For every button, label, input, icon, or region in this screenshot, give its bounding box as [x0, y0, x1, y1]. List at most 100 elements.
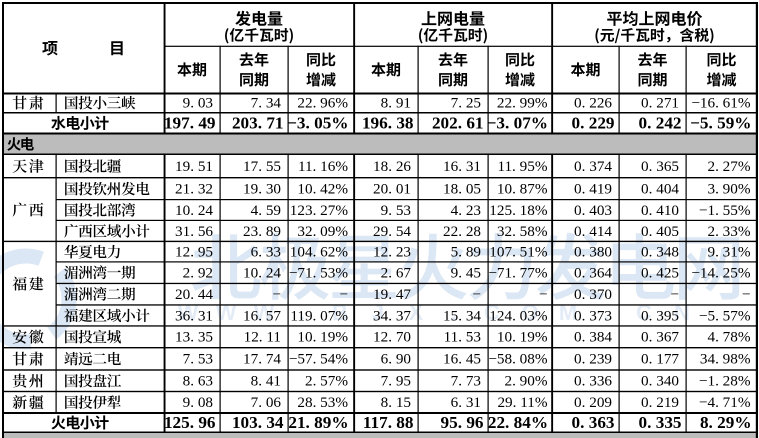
svg-text:34. 98%: 34. 98% — [700, 351, 751, 368]
svg-text:0. 348: 0. 348 — [641, 244, 679, 261]
svg-text:32. 58%: 32. 58% — [497, 223, 548, 240]
svg-text:12. 11: 12. 11 — [244, 329, 281, 346]
svg-text:9. 03: 9. 03 — [183, 95, 213, 112]
svg-text:2. 92: 2. 92 — [183, 265, 213, 282]
svg-text:C: C — [636, 300, 652, 325]
svg-text:13. 35: 13. 35 — [175, 329, 213, 346]
svg-text:2. 57%: 2. 57% — [305, 373, 348, 390]
svg-text:22. 99%: 22. 99% — [497, 95, 548, 112]
svg-text:2. 27%: 2. 27% — [707, 158, 750, 175]
svg-text:22. 28: 22. 28 — [443, 223, 481, 240]
svg-text:4. 59: 4. 59 — [251, 202, 281, 219]
svg-text:0. 403: 0. 403 — [574, 202, 612, 219]
svg-text:22. 84%: 22. 84% — [488, 413, 548, 432]
svg-text:103. 34: 103. 34 — [232, 413, 284, 432]
svg-text:0. 380: 0. 380 — [574, 244, 612, 261]
svg-text:0. 404: 0. 404 — [641, 181, 679, 198]
svg-text:28. 53%: 28. 53% — [297, 394, 348, 411]
svg-text:0. 405: 0. 405 — [641, 223, 679, 240]
svg-text:0. 239: 0. 239 — [574, 351, 612, 368]
svg-text:−1. 55%: −1. 55% — [699, 202, 751, 219]
svg-text:W: W — [216, 300, 237, 325]
svg-text:8. 29%: 8. 29% — [700, 413, 752, 432]
svg-text:0. 219: 0. 219 — [641, 394, 679, 411]
svg-text:0. 177: 0. 177 — [641, 351, 679, 368]
svg-text:J: J — [372, 300, 384, 325]
svg-text:124. 03%: 124. 03% — [489, 308, 548, 325]
svg-text:36. 31: 36. 31 — [175, 308, 213, 325]
svg-text:125. 18%: 125. 18% — [489, 202, 548, 219]
svg-text:11. 16%: 11. 16% — [298, 158, 348, 175]
svg-text:−: − — [742, 286, 751, 303]
svg-text:−16. 61%: −16. 61% — [691, 95, 751, 112]
svg-text:B: B — [332, 300, 348, 325]
svg-text:0. 384: 0. 384 — [574, 329, 612, 346]
svg-text:3. 90%: 3. 90% — [707, 181, 750, 198]
svg-text:X: X — [409, 300, 424, 325]
svg-text:0. 414: 0. 414 — [574, 223, 612, 240]
svg-text:0. 209: 0. 209 — [574, 394, 612, 411]
svg-text:29. 11%: 29. 11% — [497, 394, 547, 411]
svg-text:0. 370: 0. 370 — [574, 286, 612, 303]
svg-text:−3. 05%: −3. 05% — [287, 114, 348, 133]
svg-text:−: − — [272, 286, 281, 303]
svg-text:17. 74: 17. 74 — [243, 351, 281, 368]
svg-text:95. 96: 95. 96 — [441, 413, 484, 432]
svg-text:0. 395: 0. 395 — [641, 308, 679, 325]
svg-text:16. 31: 16. 31 — [443, 158, 481, 175]
svg-text:29. 54: 29. 54 — [373, 223, 411, 240]
svg-text:0. 229: 0. 229 — [572, 114, 615, 133]
svg-text:7. 34: 7. 34 — [251, 95, 282, 112]
svg-text:−5. 59%: −5. 59% — [690, 114, 751, 133]
svg-text:17. 55: 17. 55 — [243, 158, 281, 175]
svg-text:0. 335: 0. 335 — [639, 413, 682, 432]
svg-text:19. 51: 19. 51 — [175, 158, 213, 175]
svg-text:10. 87%: 10. 87% — [497, 181, 548, 198]
svg-text:34. 37: 34. 37 — [373, 308, 411, 325]
svg-text:−71. 77%: −71. 77% — [488, 265, 548, 282]
svg-text:197. 49: 197. 49 — [164, 114, 216, 133]
svg-text:4. 23: 4. 23 — [451, 202, 481, 219]
svg-text:23. 89: 23. 89 — [243, 223, 281, 240]
svg-text:18. 05: 18. 05 — [443, 181, 481, 198]
svg-text:O: O — [521, 300, 538, 325]
svg-text:196. 38: 196. 38 — [362, 114, 414, 133]
svg-text:2. 33%: 2. 33% — [707, 223, 750, 240]
svg-text:32. 09%: 32. 09% — [297, 223, 348, 240]
svg-text:21. 32: 21. 32 — [175, 181, 213, 198]
svg-text:0. 340: 0. 340 — [641, 373, 679, 390]
svg-text:12. 95: 12. 95 — [175, 244, 213, 261]
svg-text:22. 96%: 22. 96% — [297, 95, 348, 112]
svg-text:W: W — [178, 300, 199, 325]
svg-text:.: . — [603, 300, 609, 325]
svg-text:−3. 07%: −3. 07% — [487, 114, 548, 133]
svg-text:0. 425: 0. 425 — [641, 265, 679, 282]
svg-text:119. 07%: 119. 07% — [290, 308, 348, 325]
svg-text:21. 89%: 21. 89% — [288, 413, 348, 432]
svg-text:0. 419: 0. 419 — [574, 181, 612, 198]
svg-text:.: . — [451, 300, 457, 325]
svg-text:−71. 53%: −71. 53% — [289, 265, 349, 282]
svg-text:0. 365: 0. 365 — [641, 158, 679, 175]
svg-text:−: − — [670, 286, 679, 303]
svg-text:107. 51%: 107. 51% — [489, 244, 548, 261]
svg-text:9. 31%: 9. 31% — [707, 244, 750, 261]
svg-text:0. 363: 0. 363 — [572, 413, 615, 432]
svg-text:7. 73: 7. 73 — [451, 373, 481, 390]
svg-text:6. 33: 6. 33 — [251, 244, 281, 261]
svg-text:M: M — [559, 300, 577, 325]
svg-text:5. 89: 5. 89 — [451, 244, 481, 261]
svg-text:−: − — [539, 286, 548, 303]
svg-text:−4. 71%: −4. 71% — [699, 394, 751, 411]
svg-text:18. 26: 18. 26 — [373, 158, 411, 175]
svg-text:19. 30: 19. 30 — [243, 181, 281, 198]
svg-text:0. 242: 0. 242 — [639, 114, 682, 133]
svg-text:6. 90: 6. 90 — [381, 351, 412, 368]
svg-text:0. 364: 0. 364 — [574, 265, 612, 282]
svg-text:0. 410: 0. 410 — [641, 202, 679, 219]
svg-text:2. 67: 2. 67 — [381, 265, 412, 282]
svg-text:8. 63: 8. 63 — [183, 373, 213, 390]
svg-text:7. 06: 7. 06 — [251, 394, 282, 411]
svg-text:0. 374: 0. 374 — [574, 158, 612, 175]
svg-text:12. 23: 12. 23 — [373, 244, 411, 261]
